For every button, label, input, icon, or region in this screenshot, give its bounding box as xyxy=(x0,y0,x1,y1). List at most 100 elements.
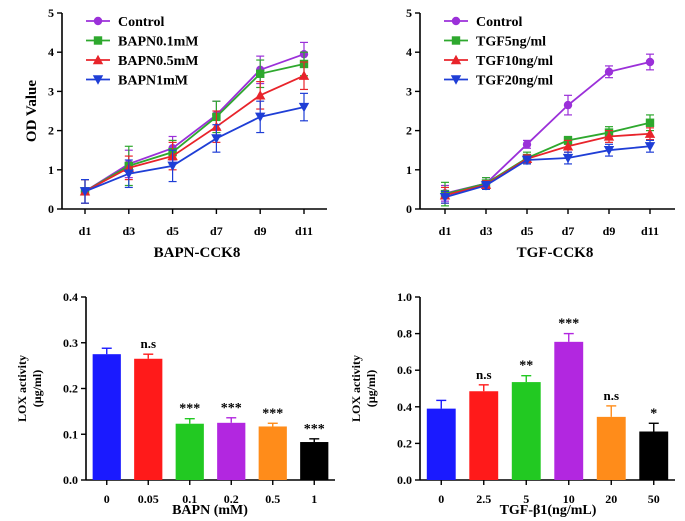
x-tick-label: 1 xyxy=(311,492,317,506)
y-tick-label: 4 xyxy=(406,45,412,59)
y-tick-label: 0.4 xyxy=(63,290,78,304)
x-tick-label: 0 xyxy=(438,492,444,506)
legend-marker xyxy=(451,16,461,26)
bar xyxy=(639,431,669,480)
significance-label: *** xyxy=(558,317,579,332)
x-tick-label: d1 xyxy=(79,224,92,238)
legend-entry: TGF10ng/ml xyxy=(444,54,553,69)
y-tick-label: 0.4 xyxy=(397,400,412,414)
bar-group: *** xyxy=(554,317,584,480)
bar xyxy=(217,422,246,480)
significance-label: n.s xyxy=(603,388,619,403)
x-tick-label: d11 xyxy=(295,224,313,238)
bar xyxy=(596,416,626,480)
legend-marker xyxy=(92,54,104,65)
data-point xyxy=(562,153,574,164)
data-point xyxy=(604,67,614,77)
series-line xyxy=(84,74,305,193)
bar xyxy=(511,382,541,480)
x-axis-title: TGF-β1(ng/mL) xyxy=(500,503,597,518)
x-tick-label: d7 xyxy=(562,224,575,238)
data-point xyxy=(439,193,451,203)
data-point xyxy=(256,69,265,78)
x-tick-label: 5 xyxy=(523,492,529,506)
x-tick-label: d9 xyxy=(603,224,616,238)
y-tick-label: 2 xyxy=(406,124,412,138)
y-tick-label: 1 xyxy=(48,163,54,177)
x-tick-label: d1 xyxy=(439,224,452,238)
legend-entry: BAPN0.1mM xyxy=(86,35,199,50)
legend-marker xyxy=(93,16,103,26)
y-tick-label: 0.2 xyxy=(63,382,78,396)
data-point xyxy=(255,112,266,123)
bar-group: *** xyxy=(300,422,329,480)
bar-group xyxy=(426,399,456,480)
x-tick-label: 2.5 xyxy=(476,492,491,506)
data-point xyxy=(603,146,615,156)
series-line xyxy=(444,132,651,197)
legend-entry: TGF20ng/ml xyxy=(444,74,553,89)
x-tick-label: d7 xyxy=(210,224,223,238)
series-line xyxy=(84,53,305,193)
bar-group xyxy=(92,347,121,480)
y-axis-title-line: (μg/ml) xyxy=(30,370,44,407)
significance-label: * xyxy=(650,406,657,421)
series-bapn1mm xyxy=(79,92,310,204)
data-point xyxy=(645,118,655,127)
significance-label: *** xyxy=(304,422,325,437)
significance-label: n.s xyxy=(140,336,156,351)
data-point xyxy=(603,131,615,141)
bar-group: n.s xyxy=(596,388,626,480)
y-tick-label: 5 xyxy=(48,6,54,20)
legend-entry: Control xyxy=(86,15,165,30)
bar-group: *** xyxy=(258,406,287,480)
data-point xyxy=(79,187,91,197)
legend-entry: BAPN1mM xyxy=(86,74,188,89)
data-point xyxy=(123,169,134,179)
x-tick-label: 0.2 xyxy=(224,492,239,506)
y-tick-label: 5 xyxy=(406,6,412,20)
data-point xyxy=(521,155,533,166)
y-tick-label: 2 xyxy=(48,124,54,138)
x-tick-label: 0.1 xyxy=(182,492,197,506)
bar xyxy=(92,354,121,480)
y-tick-label: 4 xyxy=(48,45,54,59)
series-tgf5ng-ml xyxy=(440,114,655,207)
series-bapn0-1mm xyxy=(80,51,309,204)
bar-group: *** xyxy=(175,402,204,480)
bar xyxy=(175,423,204,480)
tgf-cck8-line-chart: 0 1 2 3 4 5 d1 d3 d5 d7 d9 d11 TGF-CCK8 Control TGF5ng… xyxy=(406,6,675,261)
legend-label: BAPN0.5mM xyxy=(118,54,199,69)
y-tick-label: 0.0 xyxy=(397,473,412,487)
data-point xyxy=(522,140,532,149)
x-tick-label: 0.05 xyxy=(138,492,159,506)
legend-label: BAPN1mM xyxy=(118,74,188,89)
data-point xyxy=(298,102,310,113)
bar-group: * xyxy=(639,406,669,480)
y-axis-title-line: LOX activity xyxy=(349,355,363,422)
x-tick-label: d5 xyxy=(166,224,179,238)
data-point xyxy=(644,128,656,138)
x-tick-label: d9 xyxy=(254,224,267,238)
data-point xyxy=(645,57,655,67)
x-tick-label: 10 xyxy=(563,492,575,506)
bar xyxy=(134,358,163,480)
data-point xyxy=(298,70,310,80)
y-tick-label: 0 xyxy=(406,202,412,216)
significance-label: *** xyxy=(221,401,242,416)
bapn-lox-activity-bar-chart: 0.0 0.1 0.2 0.3 0.4 0 0.05 0.1 0.2 0.5 1 BAPN (mM) L… xyxy=(15,290,335,518)
series-line xyxy=(444,121,651,195)
x-tick-label: d3 xyxy=(122,224,135,238)
legend-marker xyxy=(450,54,462,65)
bar-group: n.s xyxy=(134,336,163,480)
data-point xyxy=(167,161,178,172)
y-tick-label: 3 xyxy=(48,84,54,98)
legend-label: Control xyxy=(476,15,523,30)
bapn-cck8-line-chart: 0 1 2 3 4 5 d1 d3 d5 d7 d9 d11 BAPN-CCK8 OD Value Cont… xyxy=(24,6,327,261)
data-point xyxy=(562,141,574,151)
bar-group: n.s xyxy=(469,367,499,480)
bar xyxy=(426,408,456,480)
bar xyxy=(300,442,329,480)
significance-label: *** xyxy=(179,402,200,417)
data-point xyxy=(563,100,573,110)
